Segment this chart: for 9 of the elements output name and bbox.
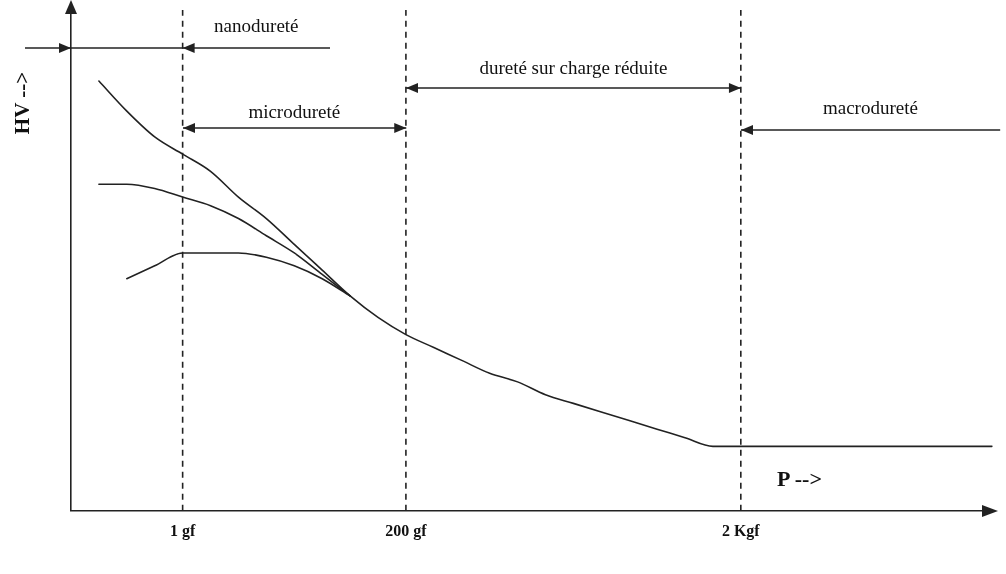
annotation: microdureté (248, 101, 341, 122)
text: dureté sur charge réduite (479, 57, 668, 78)
y-axis-title: HV --> (10, 71, 35, 135)
text: nanodureté (214, 15, 299, 36)
x-axis-title: P --> (777, 466, 822, 492)
x-tick-label: 200 gf (385, 521, 428, 540)
x-tick-label: 2 Kgf (721, 521, 761, 540)
x-tick-label: 1 gf (169, 521, 196, 540)
annotation: macrodureté (822, 97, 918, 118)
